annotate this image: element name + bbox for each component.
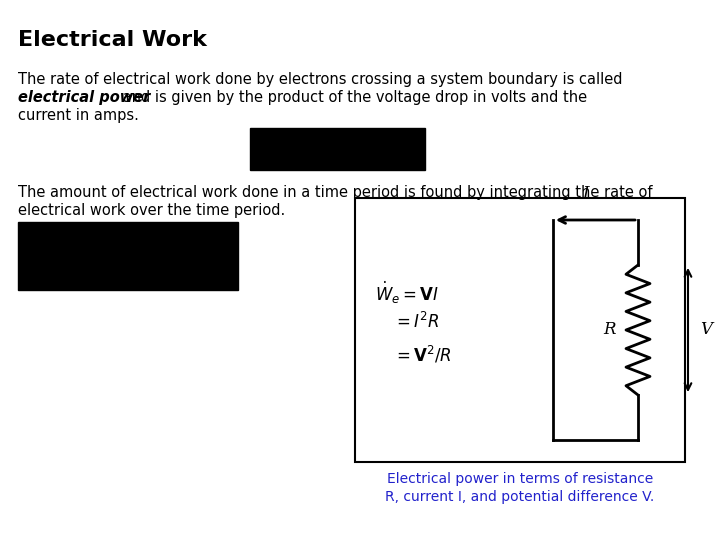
Bar	[355, 198, 685, 462]
Text: Electrical power in terms of resistance: Electrical power in terms of resistance	[387, 472, 653, 486]
Text: $= \mathbf{V}^2/R$: $= \mathbf{V}^2/R$	[393, 344, 451, 365]
Text: I: I	[582, 185, 589, 202]
Bar	[18, 222, 238, 290]
Text: The amount of electrical work done in a time period is found by integrating the : The amount of electrical work done in a …	[18, 185, 652, 200]
Text: Electrical Work: Electrical Work	[18, 30, 207, 50]
Text: R, current I, and potential difference V.: R, current I, and potential difference V…	[385, 490, 654, 504]
Text: electrical work over the time period.: electrical work over the time period.	[18, 203, 285, 218]
Text: electrical power: electrical power	[18, 90, 150, 105]
Text: $\dot{W}_e$$= \mathbf{V}I$: $\dot{W}_e$$= \mathbf{V}I$	[375, 280, 439, 306]
Text: V: V	[700, 321, 712, 339]
Text: $= I^2R$: $= I^2R$	[393, 312, 439, 332]
Text: The rate of electrical work done by electrons crossing a system boundary is call: The rate of electrical work done by elec…	[18, 72, 623, 87]
Text: R: R	[603, 321, 616, 339]
Text: current in amps.: current in amps.	[18, 108, 139, 123]
Text: and is given by the product of the voltage drop in volts and the: and is given by the product of the volta…	[118, 90, 587, 105]
Bar	[250, 128, 425, 170]
